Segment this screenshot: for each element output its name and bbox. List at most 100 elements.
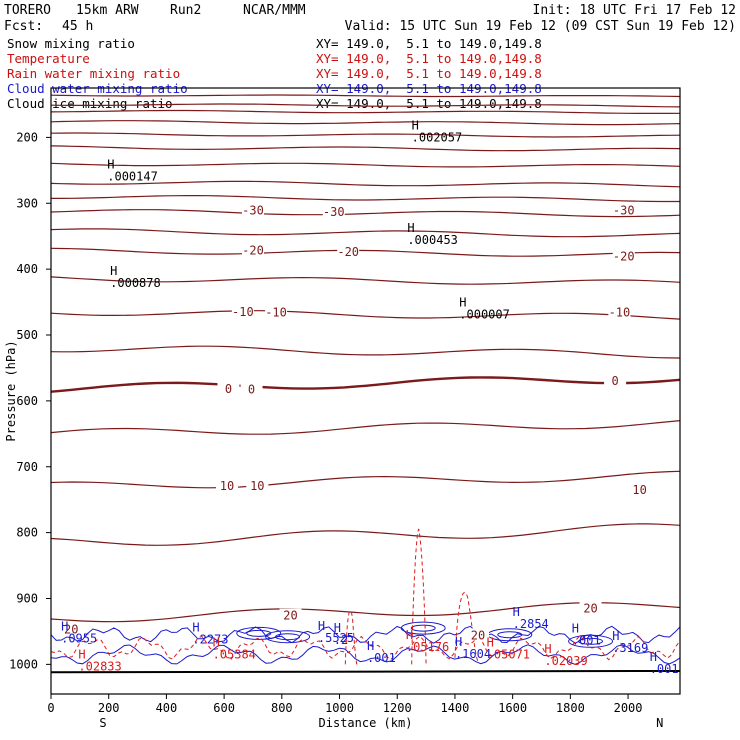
isotherm-line	[50, 132, 681, 138]
temp-label-bg	[612, 249, 635, 262]
cloud-water-cell	[568, 634, 614, 648]
temp-contour-label: 20	[583, 601, 597, 615]
axes-layer: 0 200 400 600 800 1000 1200 1400 1600 1800 2000200…	[4, 130, 663, 730]
init-time: Init: 18 UTC Fri 17 Feb 12	[532, 3, 737, 18]
x-tick-label-1400: 1400	[440, 701, 469, 715]
temp-contour-label: 0	[248, 383, 255, 397]
temp-label-bg	[608, 305, 631, 318]
legend-snow-name: Snow mixing ratio	[7, 36, 135, 51]
temp-contour-label: 20	[471, 628, 485, 642]
max-marker-h: H	[650, 650, 657, 664]
y-tick-label-1000: 1000	[9, 657, 38, 671]
max-value-label: .000007	[459, 308, 510, 322]
cloud-water-cell	[265, 630, 311, 644]
max-value-label: .3169	[612, 641, 648, 655]
legend-rain-xy: XY= 149.0, 5.1 to 149.0,149.8	[316, 66, 542, 81]
temp-label-bg	[612, 203, 635, 216]
temp-label-bg	[60, 622, 83, 635]
max-value-label: .5525	[318, 631, 354, 645]
isotherm-line	[50, 103, 681, 108]
temp-contour-label: -20	[613, 250, 635, 264]
temp-label-bg	[279, 608, 302, 621]
temp-label-bg	[246, 478, 269, 491]
isotherm-line	[50, 420, 681, 435]
max-value-label: .2273	[192, 632, 228, 646]
legend-temp-xy: XY= 149.0, 5.1 to 149.0,149.8	[316, 51, 542, 66]
max-marker-h: H	[110, 264, 117, 278]
x-tick-label-1200: 1200	[383, 701, 412, 715]
max-marker-h: H	[455, 635, 462, 649]
isotherm-line	[50, 162, 681, 168]
y-tick-label-300: 300	[16, 196, 38, 210]
max-marker-h: H	[192, 620, 199, 634]
rain-tower-contour	[411, 528, 427, 665]
max-value-label: .000147	[107, 169, 158, 183]
temp-contour-label: -10	[232, 305, 254, 319]
cloud-water-cell	[410, 624, 436, 632]
isotherm-line	[50, 276, 681, 285]
max-value-label: .0955	[61, 632, 97, 646]
isotherm-line	[50, 345, 681, 359]
temp-label-bg	[217, 382, 240, 395]
max-marker-h: H	[367, 639, 374, 653]
temp-label-bg	[265, 305, 288, 318]
max-value-label: .001	[572, 634, 601, 648]
temp-label-bg	[604, 374, 627, 387]
center-label: NCAR/MMM	[243, 3, 306, 18]
x-tick-label-2000: 2000	[614, 701, 643, 715]
temp-contour-label: -30	[613, 204, 635, 218]
temp-contour-label: -10	[609, 306, 631, 320]
temp-contour-label: 20	[283, 609, 297, 623]
temp-label-bg	[628, 482, 651, 495]
max-marker-h: H	[61, 620, 68, 634]
plot-frame	[50, 87, 681, 695]
rain-water-contour	[50, 635, 681, 661]
temp-contour-label: 0	[225, 382, 232, 396]
legend-rain-name: Rain water mixing ratio	[7, 66, 181, 81]
forecast-hour: 45 h	[62, 19, 94, 34]
max-value-label: .002057	[412, 130, 463, 144]
max-value-label: .02833	[78, 659, 121, 673]
isotherm-line	[50, 145, 681, 152]
cloud-water-contour	[50, 625, 681, 644]
legend-temp-name: Temperature	[7, 51, 90, 66]
temp-contour-label: -10	[265, 306, 287, 320]
rain-tower-contour	[344, 610, 358, 665]
x-axis-title: Distance (km)	[319, 716, 413, 730]
temp-label-bg	[216, 478, 239, 491]
rain-tower-contour	[454, 592, 479, 662]
max-value-label: .2	[334, 633, 348, 647]
temp-label-bg	[467, 628, 490, 641]
temp-contour-label: -30	[242, 204, 264, 218]
max-marker-h: H	[78, 647, 85, 661]
isotherm-line	[50, 180, 681, 188]
cloud-water-cell	[275, 633, 301, 641]
temp-contour-label: 10	[632, 483, 646, 497]
x-tick-label-600: 600	[213, 701, 235, 715]
x-tick-label-400: 400	[156, 701, 178, 715]
run-label: Run2	[170, 3, 202, 18]
max-value-label: .02039	[544, 654, 587, 668]
label-layer: -30 -30 -30 -20 -20 -20 -10 -10 -10 0 0 0 10 10 10 20 20…	[60, 118, 679, 676]
max-marker-h: H	[572, 622, 579, 636]
cloud-water-cell	[400, 621, 446, 635]
max-value-label: .001	[650, 662, 679, 676]
temp-contour-label: -30	[323, 205, 345, 219]
max-marker-h: H	[459, 296, 466, 310]
south-label: S	[99, 716, 106, 730]
north-label: N	[656, 716, 663, 730]
max-marker-h: H	[318, 619, 325, 633]
max-marker-h: H	[612, 629, 619, 643]
x-tick-label-0: 0	[47, 701, 54, 715]
max-marker-h: H	[513, 605, 520, 619]
y-tick-label-800: 800	[16, 526, 38, 540]
grid-label: 15km ARW	[76, 3, 139, 18]
legend-ice-xy: XY= 149.0, 5.1 to 149.0,149.8	[316, 96, 542, 111]
y-tick-label-600: 600	[16, 394, 38, 408]
isotherm-line	[51, 195, 680, 203]
y-tick-label-200: 200	[16, 130, 38, 144]
y-tick-label-700: 700	[16, 460, 38, 474]
surface-line	[50, 669, 681, 674]
max-marker-h: H	[487, 635, 494, 649]
